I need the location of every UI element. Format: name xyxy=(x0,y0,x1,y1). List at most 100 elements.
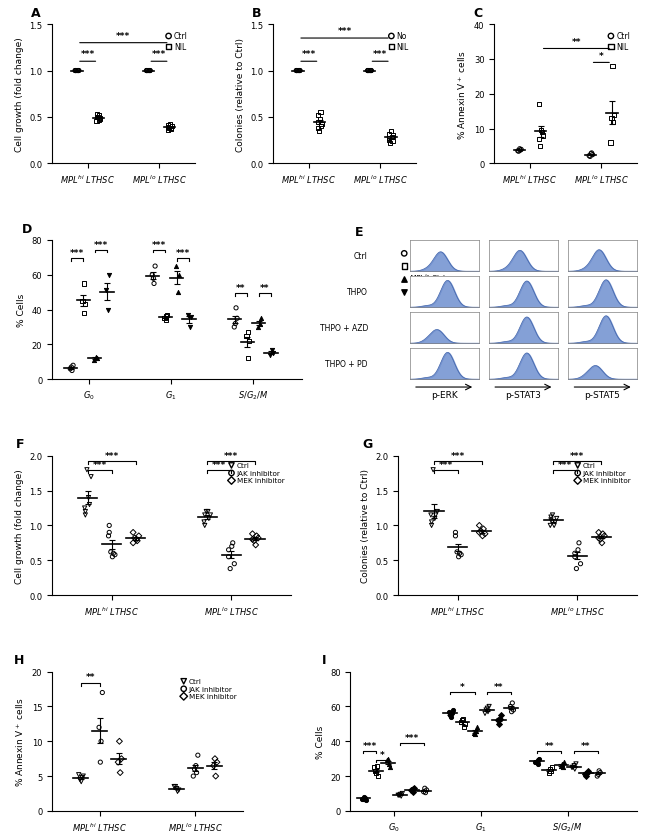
Point xyxy=(94,114,104,127)
Point xyxy=(317,119,327,132)
Point xyxy=(365,64,376,78)
Point xyxy=(482,701,493,715)
Point xyxy=(65,363,75,376)
Text: ***: *** xyxy=(116,32,131,41)
Text: ***: *** xyxy=(152,241,166,249)
Point xyxy=(227,537,238,550)
Point xyxy=(268,347,278,360)
Point xyxy=(173,286,183,299)
Point xyxy=(454,547,465,560)
Point xyxy=(571,563,582,576)
X-axis label: p-ERK: p-ERK xyxy=(431,391,458,400)
Point xyxy=(593,526,604,539)
Text: *: * xyxy=(460,682,465,691)
Point xyxy=(147,268,157,282)
Point xyxy=(583,764,593,777)
Point xyxy=(547,508,558,522)
Point xyxy=(550,516,560,529)
Point xyxy=(421,783,432,797)
Point xyxy=(469,726,479,739)
Point xyxy=(385,137,396,150)
Point xyxy=(574,537,584,550)
Text: **: ** xyxy=(571,38,581,47)
Point xyxy=(608,115,618,129)
Point xyxy=(545,764,556,777)
Point xyxy=(382,754,393,767)
Point xyxy=(73,768,84,782)
Point xyxy=(421,786,431,799)
Point xyxy=(549,519,560,533)
Point xyxy=(315,106,326,120)
Point xyxy=(95,113,105,126)
Point xyxy=(162,308,173,322)
Text: ***: *** xyxy=(93,461,107,470)
Text: ***: *** xyxy=(105,451,119,461)
Point xyxy=(430,508,441,522)
Point xyxy=(472,721,482,734)
Point xyxy=(104,526,114,539)
Point xyxy=(452,546,462,559)
Point xyxy=(571,757,581,771)
Point xyxy=(371,766,382,779)
Point xyxy=(203,505,213,518)
Point xyxy=(205,508,216,522)
Point xyxy=(110,548,120,562)
Point xyxy=(267,344,278,357)
Point xyxy=(396,789,406,803)
Point xyxy=(580,767,590,781)
Point xyxy=(89,354,99,367)
Text: ***: *** xyxy=(405,732,419,742)
Point xyxy=(456,548,466,562)
Point xyxy=(494,717,504,731)
Point xyxy=(534,133,545,146)
Point xyxy=(514,145,524,159)
Point xyxy=(162,124,173,137)
Point xyxy=(447,703,458,716)
Point xyxy=(609,109,619,122)
Point xyxy=(96,735,107,748)
Point xyxy=(107,550,118,563)
Text: ***: *** xyxy=(570,451,584,461)
Text: ***: *** xyxy=(224,451,238,461)
Text: ***: *** xyxy=(302,50,316,59)
Text: H: H xyxy=(14,654,24,666)
Point xyxy=(294,64,304,78)
Point xyxy=(558,761,568,774)
Point xyxy=(70,64,81,78)
Point xyxy=(567,761,578,774)
Point xyxy=(247,533,257,547)
Point xyxy=(90,350,101,364)
Point xyxy=(592,769,603,782)
Point xyxy=(164,122,174,135)
Point xyxy=(456,714,467,727)
Y-axis label: THPO: THPO xyxy=(347,288,368,297)
Point xyxy=(76,775,86,788)
Point xyxy=(103,529,114,543)
Point xyxy=(358,792,368,805)
Text: *: * xyxy=(380,750,384,759)
Text: ***: *** xyxy=(558,461,573,470)
Point xyxy=(595,766,606,779)
Point xyxy=(253,321,263,334)
Point xyxy=(581,769,592,782)
Point xyxy=(144,64,155,78)
Point xyxy=(247,528,257,541)
Y-axis label: Colonies (relative to Ctrl): Colonies (relative to Ctrl) xyxy=(236,38,245,151)
Point xyxy=(588,149,598,162)
Point xyxy=(393,788,404,802)
Point xyxy=(188,769,198,782)
Point xyxy=(79,307,90,320)
Text: C: C xyxy=(473,7,482,20)
Point xyxy=(265,349,276,362)
Point xyxy=(363,64,373,78)
Point xyxy=(534,99,545,112)
Point xyxy=(599,529,610,543)
Point xyxy=(113,756,124,769)
Point xyxy=(551,512,562,526)
Point xyxy=(474,519,484,533)
Point xyxy=(532,754,543,767)
Point xyxy=(70,64,81,78)
Point xyxy=(460,717,470,731)
Point xyxy=(316,120,326,134)
Point xyxy=(534,752,545,766)
